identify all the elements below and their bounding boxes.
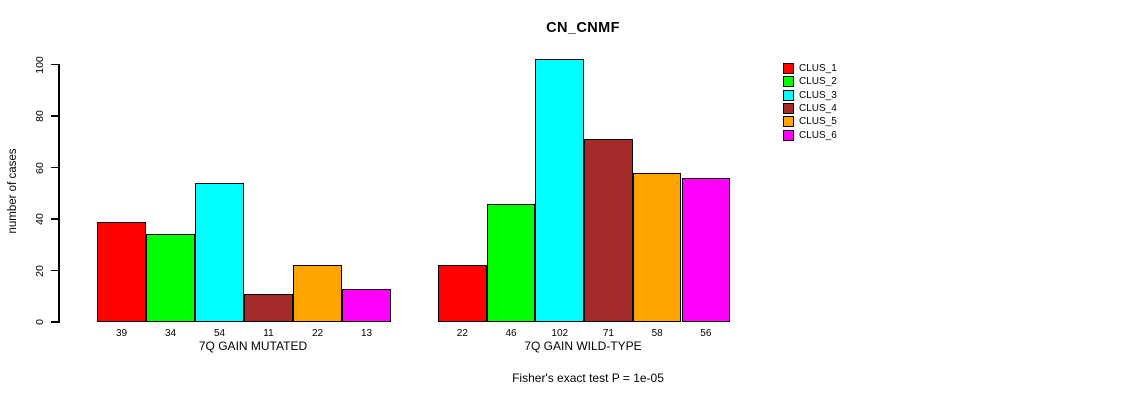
bar-value-label: 46 [505, 328, 517, 339]
bar-group0-clus6 [342, 288, 391, 322]
legend-item: CLUS_4 [783, 102, 837, 115]
bar-value-label: 39 [115, 328, 128, 339]
legend-swatch [783, 116, 794, 128]
group-label-wild-type: 7Q GAIN WILD-TYPE [524, 339, 642, 353]
bar-group0-clus2 [146, 234, 195, 322]
y-axis-tick [51, 321, 58, 323]
bar-group1-clus1 [438, 265, 487, 322]
chart-title: CN_CNMF [546, 20, 620, 36]
bar-group1-clus5 [632, 172, 682, 322]
bar-group0-clus4 [244, 293, 293, 322]
fisher-test-annotation: Fisher's exact test P = 1e-05 [512, 371, 664, 385]
y-axis-tick [51, 218, 58, 220]
bar-value-label: 54 [213, 328, 226, 339]
y-axis-tick-label: 80 [34, 110, 46, 122]
bar-group0-clus5 [293, 265, 342, 322]
bar-value-label: 58 [651, 328, 663, 339]
bar-value-label: 11 [263, 328, 274, 339]
bar-value-label: 22 [311, 328, 324, 339]
y-axis-tick [51, 269, 58, 272]
legend-item: CLUS_6 [783, 128, 837, 141]
y-axis-tick [51, 63, 58, 66]
bar-value-label: 13 [360, 328, 373, 339]
legend-swatch [783, 103, 794, 115]
y-axis-tick [51, 166, 58, 169]
y-axis-tick-label: 60 [34, 161, 46, 174]
legend-label: CLUS_5 [799, 116, 837, 128]
bar-group0-clus1 [97, 221, 146, 322]
bar-group1-clus6 [681, 177, 731, 322]
bar-value-label: 34 [164, 328, 177, 339]
bar-group1-clus4 [584, 139, 633, 322]
legend-swatch [783, 63, 794, 75]
bar-value-label: 71 [602, 328, 614, 339]
y-axis-tick-label: 20 [34, 264, 46, 277]
y-axis-tick-label: 0 [34, 319, 46, 325]
legend-item: CLUS_1 [783, 62, 837, 75]
bar-group1-clus2 [486, 203, 536, 322]
legend-item: CLUS_3 [783, 89, 837, 102]
y-axis-tick-label: 40 [34, 213, 46, 225]
legend-swatch [783, 76, 794, 88]
bar-group0-clus3 [195, 182, 244, 322]
y-axis-line [58, 64, 60, 323]
bar-group1-clus3 [535, 59, 585, 322]
legend-swatch [783, 129, 794, 141]
y-axis-title: number of cases [7, 148, 19, 234]
y-axis-tick [51, 115, 58, 117]
legend: CLUS_1 CLUS_2 CLUS_3 CLUS_4 CLUS_5 CLUS_6 [783, 62, 837, 142]
legend-item: CLUS_5 [783, 115, 837, 128]
legend-label: CLUS_3 [799, 89, 837, 101]
bar-value-label: 22 [456, 328, 468, 339]
legend-label: CLUS_1 [799, 63, 837, 75]
legend-label: CLUS_2 [799, 76, 837, 88]
legend-label: CLUS_4 [799, 103, 837, 115]
bar-value-label: 102 [551, 328, 569, 339]
legend-label: CLUS_6 [799, 129, 837, 141]
y-axis-tick-label: 100 [34, 55, 46, 74]
bar-value-label: 56 [700, 328, 712, 339]
group-label-mutated: 7Q GAIN MUTATED [198, 339, 308, 353]
legend-item: CLUS_2 [783, 75, 837, 88]
legend-swatch [783, 89, 794, 101]
